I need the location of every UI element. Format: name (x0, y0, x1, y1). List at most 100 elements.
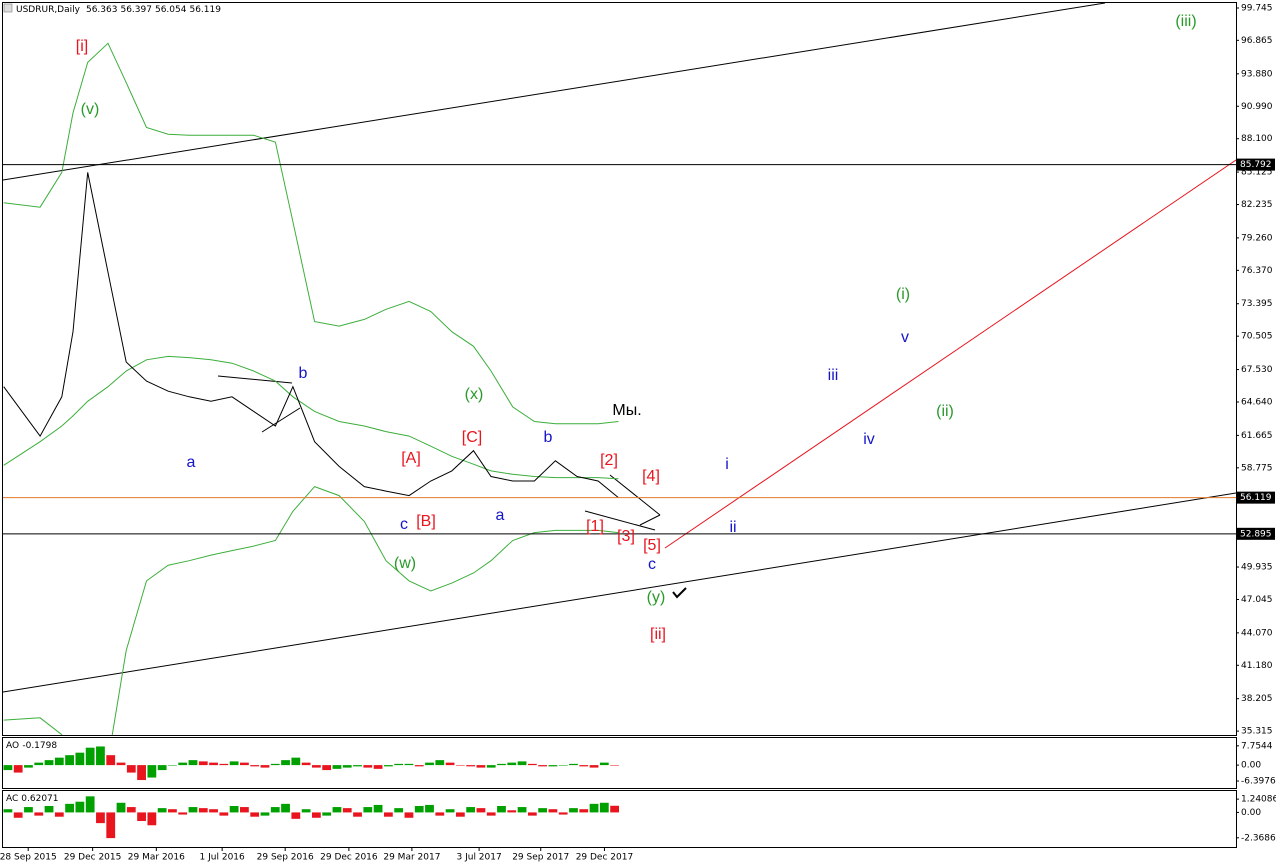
ohlc-value: 56.363 (86, 5, 118, 15)
trendlines (3, 3, 1236, 693)
oscillator-bar (219, 812, 229, 816)
oscillator-bar (75, 801, 85, 813)
ohlc-value: 56.119 (189, 5, 221, 15)
wave-line (261, 407, 301, 433)
y-tick-label: 99.745 (1241, 3, 1273, 13)
wave-label: ii (729, 519, 736, 536)
oscillator-bar (209, 809, 218, 813)
oscillator-bar (558, 765, 568, 766)
oscillator-bar (486, 812, 496, 816)
oscillator-bar (517, 761, 527, 766)
wave-label: c (648, 556, 656, 573)
price-line (3, 42, 619, 425)
wave-label: (iii) (1175, 13, 1196, 30)
wave-label: [1] (586, 518, 604, 535)
y-tick-label: 79.260 (1241, 233, 1273, 243)
y-tick-label: 67.530 (1241, 365, 1273, 375)
y-tick-label: 0.00 (1241, 761, 1261, 771)
oscillator-bar (466, 765, 476, 767)
oscillator-bar (291, 812, 301, 819)
y-tick-label: 35.315 (1241, 727, 1273, 737)
oscillator-bar (517, 807, 527, 813)
y-tick-label: 47.045 (1241, 595, 1273, 605)
oscillator-bar (312, 765, 321, 768)
wave-label: [B] (416, 513, 436, 530)
wave-label: (v) (81, 101, 100, 118)
oscillator-bar (3, 809, 13, 813)
oscillator-bar (383, 765, 393, 767)
ao-pane-frame (2, 737, 1237, 789)
oscillator-bar (394, 763, 404, 766)
oscillator-bar (322, 765, 332, 771)
oscillator-bar (116, 802, 126, 813)
wave-label: [4] (642, 468, 660, 485)
oscillator-bar (527, 763, 537, 766)
wave-line (609, 474, 661, 516)
wave-label: [ii] (650, 626, 666, 643)
oscillator-bar (44, 805, 54, 813)
wave-label: Мы. (612, 402, 641, 419)
oscillator-bar (106, 812, 116, 839)
symbol: USDRUR,Daily (16, 5, 81, 15)
level-tag-label: 52.895 (1240, 529, 1272, 539)
oscillator-bar (54, 812, 64, 817)
oscillator-bar (373, 765, 383, 769)
y-tick-label: 85.125 (1241, 168, 1273, 178)
y-tick-label: 58.775 (1241, 463, 1273, 473)
oscillator-bar (3, 765, 13, 771)
oscillator-bar (65, 755, 74, 766)
pane-label: AO -0.1798 (6, 741, 57, 751)
oscillator-bar (44, 760, 54, 766)
wave-label: (ii) (936, 403, 954, 420)
wave-label: b (544, 429, 553, 446)
oscillator-bar (332, 807, 342, 813)
oscillator-bar (527, 812, 537, 816)
level-tag (1237, 158, 1275, 171)
oscillator-bar (301, 809, 311, 813)
oscillator-bar (558, 812, 568, 815)
y-tick-label: -6.3976 (1241, 777, 1276, 787)
x-tick-label: 29 Sep 2016 (257, 853, 314, 863)
oscillator-bar (455, 812, 465, 817)
oscillator-bar (229, 761, 239, 766)
oscillator-bar (54, 757, 64, 766)
oscillator-bar (291, 757, 301, 766)
y-tick-label: 41.180 (1241, 661, 1273, 671)
oscillator-bar (445, 809, 455, 813)
oscillator-bar (322, 812, 332, 816)
oscillator-bar (312, 812, 321, 818)
oscillator-bar (363, 765, 373, 768)
wave-label: [5] (643, 537, 661, 554)
oscillator-bar (548, 809, 558, 813)
oscillator-bar (85, 796, 95, 813)
oscillator-bar (363, 807, 373, 813)
price-lines (3, 42, 619, 735)
price-line (3, 172, 619, 498)
oscillator-bar (34, 762, 44, 766)
oscillator-bar (589, 765, 599, 768)
oscillator-bar (569, 763, 578, 766)
y-tick-label: 88.100 (1241, 134, 1273, 144)
oscillator-bar (281, 803, 290, 813)
wave-label: (y) (647, 589, 666, 606)
y-tick-label: 0.00 (1241, 808, 1261, 818)
oscillator-bar (219, 763, 229, 766)
indicator-name: AC (6, 794, 18, 804)
checkmark (672, 587, 687, 599)
oscillator-bar (147, 812, 157, 826)
y-tick-label: 44.070 (1241, 628, 1273, 638)
oscillator-bar (250, 765, 260, 767)
oscillator-bar (147, 765, 157, 778)
oscillator-bar (240, 762, 249, 766)
oscillator-bar (497, 805, 506, 813)
wave-line (217, 375, 293, 384)
oscillator-bar (414, 805, 424, 813)
oscillator-bar (497, 763, 506, 766)
y-tick-label: 1.24086 (1241, 795, 1276, 805)
chart-layer: 99.745 96.865 93.880 90.990 88.100 85.125 82.2… (0, 3, 1276, 862)
oscillator-bar (476, 808, 486, 813)
oscillator-bar (178, 812, 188, 815)
oscillator-bar (188, 760, 198, 766)
oscillator-bar (281, 760, 290, 766)
